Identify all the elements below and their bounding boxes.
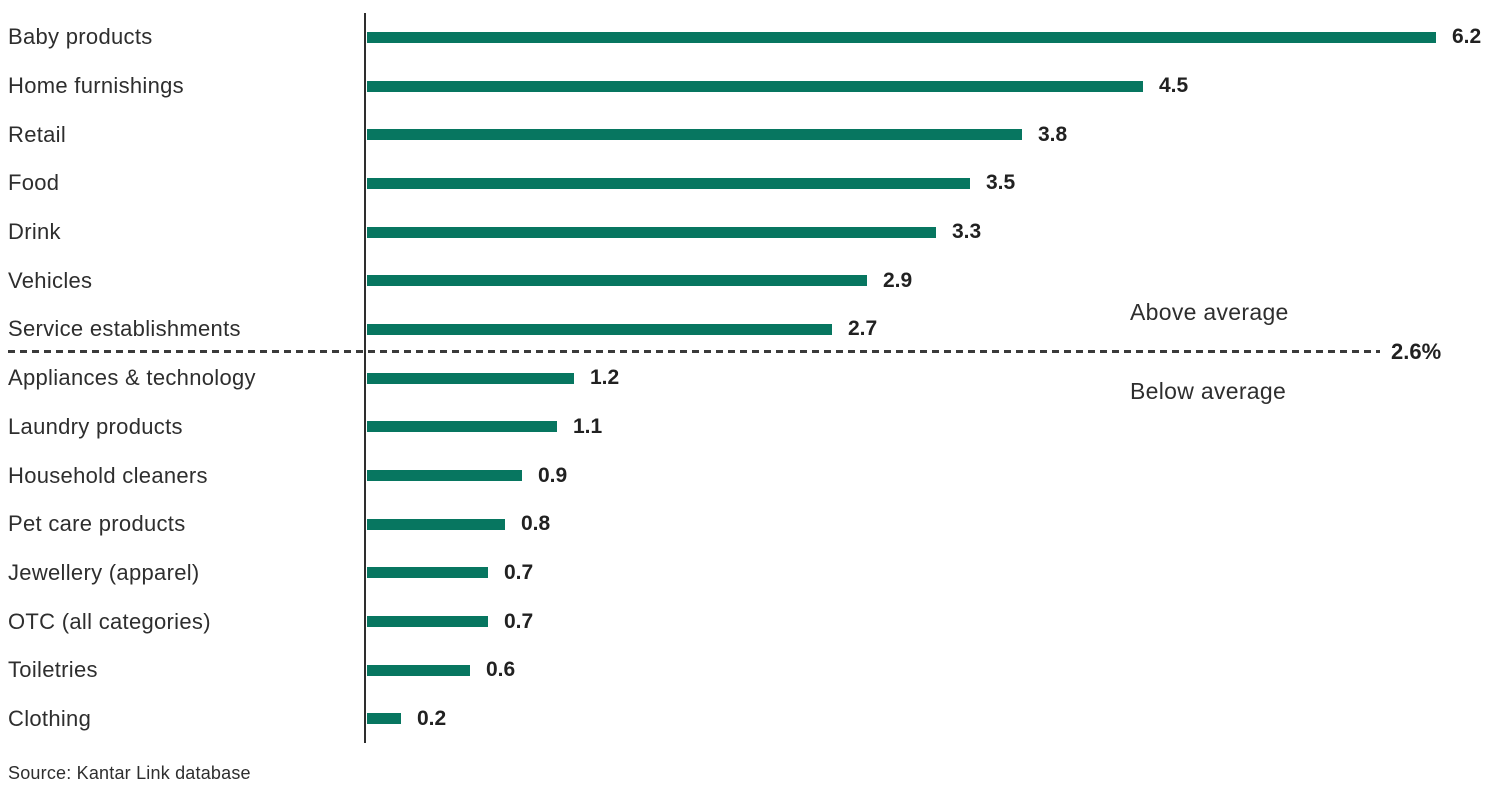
above-average-annotation: Above average bbox=[1130, 299, 1289, 325]
bar bbox=[367, 31, 1436, 43]
value-label: 0.7 bbox=[504, 560, 534, 584]
category-label: Baby products bbox=[8, 24, 153, 50]
chart-row: Toiletries 0.6 bbox=[0, 646, 1500, 695]
category-label: Retail bbox=[8, 121, 67, 147]
bar bbox=[367, 372, 574, 384]
bar bbox=[367, 567, 488, 579]
bar bbox=[367, 275, 867, 287]
chart-row: Drink 3.3 bbox=[0, 208, 1500, 257]
value-label: 1.1 bbox=[573, 414, 603, 438]
bar bbox=[367, 80, 1143, 92]
bar bbox=[367, 664, 470, 676]
category-label: Home furnishings bbox=[8, 73, 184, 99]
chart-row: Food 3.5 bbox=[0, 159, 1500, 208]
value-label: 0.8 bbox=[521, 512, 551, 536]
value-label: 0.7 bbox=[504, 609, 534, 633]
source-note: Source: Kantar Link database bbox=[8, 763, 251, 783]
value-label: 3.3 bbox=[952, 220, 982, 244]
category-label: Drink bbox=[8, 219, 61, 245]
category-label: Service establishments bbox=[8, 316, 241, 342]
bar bbox=[367, 713, 401, 725]
chart-row: Vehicles 2.9 bbox=[0, 256, 1500, 305]
y-axis-line bbox=[364, 13, 366, 743]
value-label: 2.9 bbox=[883, 268, 913, 292]
bar bbox=[367, 470, 522, 482]
bar bbox=[367, 323, 832, 335]
value-label: 6.2 bbox=[1452, 25, 1482, 49]
category-label: Jewellery (apparel) bbox=[8, 559, 200, 585]
chart-row: OTC (all categories) 0.7 bbox=[0, 597, 1500, 646]
chart-row: Retail 3.8 bbox=[0, 110, 1500, 159]
value-label: 0.2 bbox=[417, 706, 447, 730]
bar bbox=[367, 129, 1022, 141]
chart-row: Clothing 0.2 bbox=[0, 695, 1500, 744]
category-label: Laundry products bbox=[8, 413, 183, 439]
value-label: 1.2 bbox=[590, 366, 620, 390]
value-label: 4.5 bbox=[1159, 74, 1189, 98]
value-label: 3.8 bbox=[1038, 122, 1068, 146]
average-dashed-line bbox=[8, 350, 1380, 353]
category-label: Food bbox=[8, 170, 60, 196]
bar bbox=[367, 177, 970, 189]
category-label: Clothing bbox=[8, 705, 92, 731]
category-label: Pet care products bbox=[8, 511, 186, 537]
value-label: 3.5 bbox=[986, 171, 1016, 195]
bar bbox=[367, 421, 557, 433]
category-label: OTC (all categories) bbox=[8, 608, 211, 634]
chart-row: Home furnishings 4.5 bbox=[0, 62, 1500, 111]
bar bbox=[367, 518, 505, 530]
value-label: 0.6 bbox=[486, 658, 516, 682]
chart-row: Baby products 6.2 bbox=[0, 13, 1500, 62]
category-label: Appliances & technology bbox=[8, 365, 256, 391]
bar bbox=[367, 616, 488, 628]
chart-rows: Baby products 6.2 Home furnishings 4.5 R… bbox=[0, 13, 1500, 743]
chart-row: Pet care products 0.8 bbox=[0, 500, 1500, 549]
below-average-annotation: Below average bbox=[1130, 378, 1287, 404]
chart-row: Service establishments 2.7 bbox=[0, 305, 1500, 354]
chart-row: Household cleaners 0.9 bbox=[0, 451, 1500, 500]
bar bbox=[367, 226, 936, 238]
value-label: 0.9 bbox=[538, 463, 568, 487]
chart-row: Laundry products 1.1 bbox=[0, 403, 1500, 452]
chart-row: Appliances & technology 1.2 bbox=[0, 354, 1500, 403]
value-label: 2.7 bbox=[848, 317, 878, 341]
category-label: Household cleaners bbox=[8, 462, 208, 488]
category-label: Vehicles bbox=[8, 267, 93, 293]
average-value-label: 2.6% bbox=[1391, 339, 1442, 364]
chart-row: Jewellery (apparel) 0.7 bbox=[0, 549, 1500, 598]
category-label: Toiletries bbox=[8, 657, 98, 683]
